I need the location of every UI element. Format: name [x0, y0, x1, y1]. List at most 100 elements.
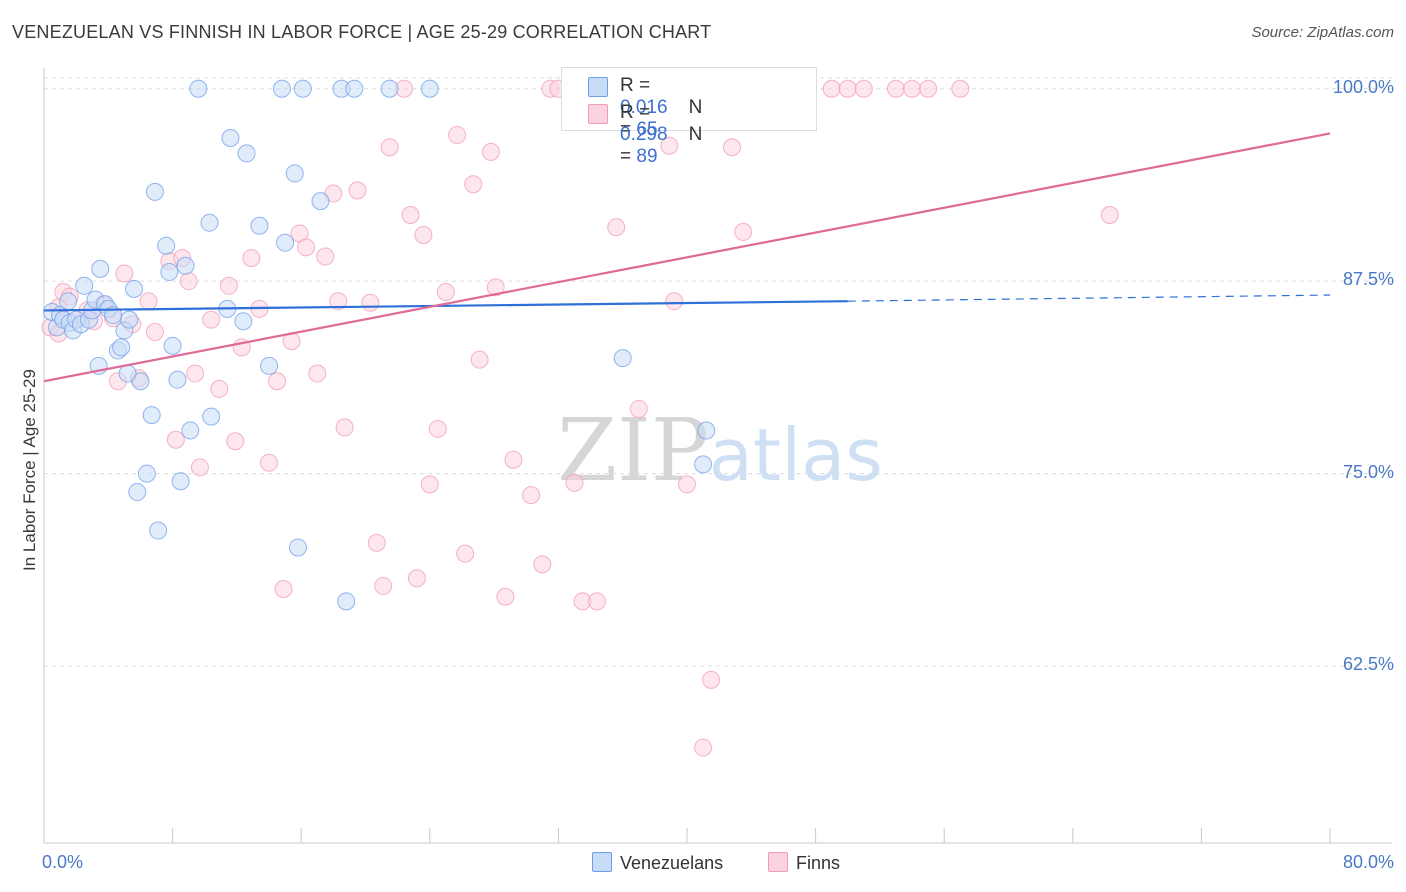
finn-point — [522, 486, 541, 505]
venezuelan-point — [272, 79, 291, 98]
venezuelan-point — [276, 233, 295, 252]
venezuelan-point — [176, 256, 195, 275]
finn-point — [481, 142, 500, 161]
finn-point — [587, 592, 606, 611]
finn-point — [723, 138, 742, 157]
finn-point — [316, 247, 335, 266]
finn-point — [210, 379, 229, 398]
venezuelan-point — [293, 79, 312, 98]
stats-swatch-venezuelans — [588, 77, 608, 97]
legend-swatch-finns — [768, 852, 788, 872]
finn-point — [414, 226, 433, 245]
finn-point — [428, 419, 447, 438]
venezuelans-trend-extension — [847, 294, 1331, 302]
venezuelan-point — [200, 213, 219, 232]
venezuelan-point — [181, 421, 200, 440]
legend-item-finns[interactable]: Finns — [768, 852, 840, 874]
finn-point — [456, 544, 475, 563]
finn-point — [694, 738, 713, 757]
stats-n-value: 89 — [636, 146, 658, 167]
venezuelan-point — [250, 216, 269, 235]
venezuelans-trend-line — [43, 300, 848, 312]
finn-point — [139, 292, 158, 311]
finn-point — [533, 555, 552, 574]
stats-n-label: N = — [620, 97, 703, 140]
venezuelan-point — [168, 370, 187, 389]
finn-point — [202, 310, 221, 329]
finn-point — [226, 432, 245, 451]
venezuelan-point — [142, 406, 161, 425]
finn-point — [407, 569, 426, 588]
y-tick-label: 100.0% — [1332, 76, 1394, 97]
venezuelan-point — [120, 310, 139, 329]
legend-item-venezuelans[interactable]: Venezuelans — [592, 852, 723, 874]
x-tick-label-max: 80.0% — [1342, 852, 1394, 872]
stats-n-label: N = — [620, 124, 703, 167]
venezuelan-point — [163, 336, 182, 355]
finn-point — [367, 533, 386, 552]
legend-label-venezuelans: Venezuelans — [620, 853, 724, 873]
finn-point — [660, 136, 679, 155]
finn-point — [268, 372, 287, 391]
finn-point — [115, 264, 134, 283]
venezuelan-point — [345, 79, 364, 98]
finn-point — [436, 282, 455, 301]
venezuelan-point — [75, 276, 94, 295]
stats-r-value: 0.298 — [620, 124, 668, 145]
venezuelan-point — [137, 464, 156, 483]
finn-point — [951, 79, 970, 98]
y-tick-label: 75.0% — [1342, 461, 1394, 482]
finn-point — [565, 473, 584, 492]
venezuelan-point — [260, 356, 279, 375]
trend-lines — [43, 132, 1331, 383]
venezuelan-point — [112, 338, 131, 357]
finn-point — [219, 276, 238, 295]
finn-point — [361, 293, 380, 312]
stats-r-label: R = — [620, 102, 651, 123]
finn-point — [329, 292, 348, 311]
chart-title: VENEZUELAN VS FINNISH IN LABOR FORCE | A… — [12, 22, 712, 42]
finn-point — [374, 576, 393, 595]
venezuelan-point — [149, 521, 168, 540]
finn-point — [1100, 205, 1119, 224]
finn-point — [678, 475, 696, 494]
finns-trend-line — [43, 132, 1331, 383]
venezuelan-point — [128, 483, 147, 502]
finn-point — [504, 450, 523, 469]
y-axis-label: In Labor Force | Age 25-29 — [20, 369, 39, 571]
finn-point — [629, 399, 648, 418]
venezuelan-point — [157, 236, 176, 255]
finn-point — [186, 364, 205, 383]
venezuelan-point — [59, 292, 78, 311]
finn-point — [838, 79, 857, 98]
finn-point — [242, 249, 261, 268]
venezuelan-point — [337, 592, 356, 611]
venezuelan-point — [288, 538, 307, 557]
stats-n-value: 65 — [636, 119, 658, 140]
source-label: Source: ZipAtlas.com — [1251, 24, 1394, 41]
stats-r-label: R = — [620, 75, 651, 96]
gridlines — [44, 77, 1392, 667]
finn-point — [903, 79, 922, 98]
venezuelan-point — [613, 349, 632, 368]
venezuelan-point — [420, 79, 439, 98]
finn-point — [348, 181, 367, 200]
venezuelan-point — [118, 364, 137, 383]
finn-point — [145, 322, 164, 341]
finn-point — [401, 205, 420, 224]
finn-point — [335, 418, 354, 437]
y-tick-label: 62.5% — [1342, 653, 1394, 674]
venezuelan-point — [91, 259, 110, 278]
venezuelan-point — [125, 279, 144, 298]
finn-point — [702, 670, 721, 689]
venezuelan-point — [694, 455, 713, 474]
venezuelan-point — [221, 129, 240, 148]
venezuelan-point — [311, 192, 330, 211]
watermark: ZIPatlas — [557, 401, 883, 501]
legend-swatch-venezuelans — [592, 852, 612, 872]
x-tick-label-min: 0.0% — [42, 852, 84, 872]
axes — [43, 68, 1392, 844]
finn-point — [665, 292, 684, 311]
venezuelan-point — [202, 407, 221, 426]
